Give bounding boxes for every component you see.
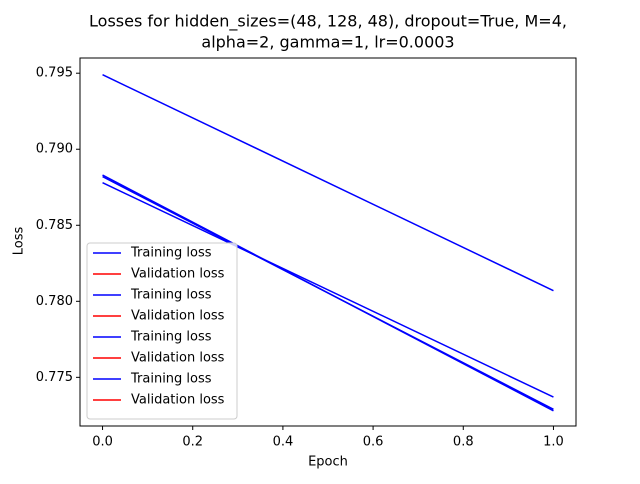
x-tick-label: 0.2 bbox=[182, 435, 203, 450]
line bbox=[102, 74, 554, 292]
legend-box bbox=[86, 242, 238, 420]
x-tick-label: 0.8 bbox=[453, 435, 474, 450]
legend-label: Validation loss bbox=[131, 351, 225, 366]
legend-label: Training loss bbox=[130, 372, 212, 387]
legend-label: Training loss bbox=[130, 246, 212, 261]
plot-frame bbox=[79, 57, 577, 427]
legend-label: Training loss bbox=[130, 288, 212, 303]
legend-label: Validation loss bbox=[131, 267, 225, 282]
x-tick-label: 0.6 bbox=[363, 435, 384, 450]
x-axis-label: Epoch bbox=[308, 455, 348, 470]
x-tick-label: 0.4 bbox=[273, 435, 294, 450]
y-tick-label: 0.775 bbox=[36, 370, 73, 385]
legend-label: Validation loss bbox=[131, 309, 225, 324]
chart-title: alpha=2, gamma=1, lr=0.0003 bbox=[201, 33, 454, 52]
y-axis-label: Loss bbox=[12, 227, 27, 256]
chart-title: Losses for hidden_sizes=(48, 128, 48), d… bbox=[89, 12, 567, 32]
x-tick-label: 1.0 bbox=[543, 435, 564, 450]
y-tick-label: 0.785 bbox=[36, 218, 73, 233]
y-tick-label: 0.790 bbox=[36, 142, 73, 157]
legend-label: Training loss bbox=[130, 330, 212, 345]
y-tick-label: 0.795 bbox=[36, 66, 73, 81]
legend-label: Validation loss bbox=[131, 393, 225, 408]
x-tick-label: 0.0 bbox=[92, 435, 113, 450]
line bbox=[102, 175, 554, 410]
line bbox=[102, 182, 554, 398]
y-tick-label: 0.780 bbox=[36, 294, 73, 309]
